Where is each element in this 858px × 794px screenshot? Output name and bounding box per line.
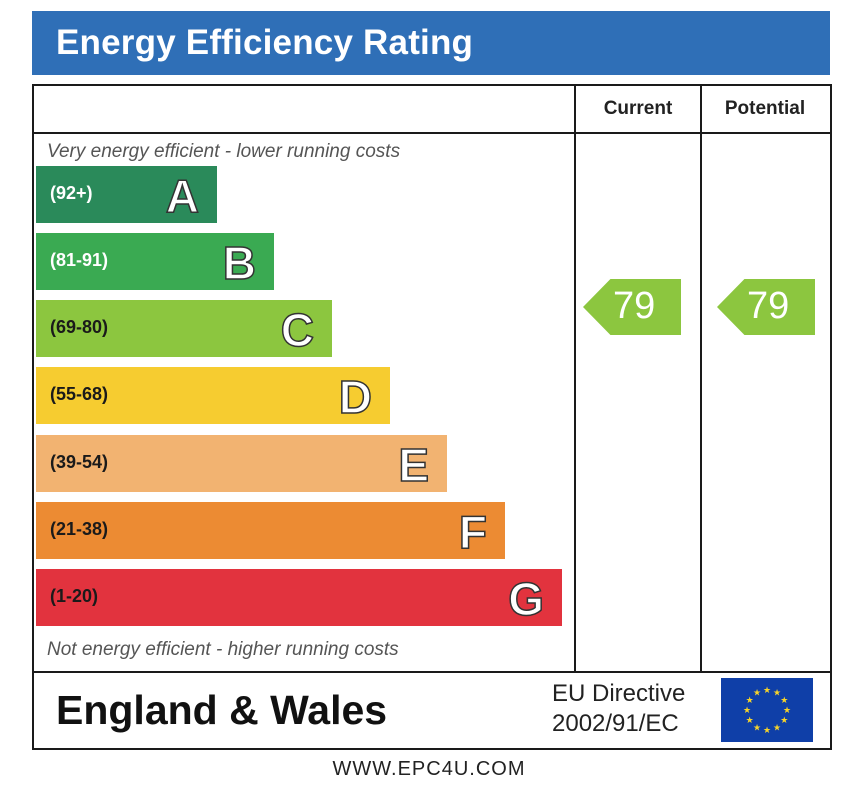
website-link[interactable]: WWW.EPC4U.COM	[332, 758, 526, 780]
top-note: Very energy efficient - lower running co…	[47, 141, 401, 162]
band-letter: A	[165, 169, 200, 223]
band-letter: D	[338, 370, 373, 424]
eu-star-icon: ★	[773, 688, 781, 698]
eu-star-icon: ★	[783, 705, 791, 715]
chart-title: Energy Efficiency Rating	[56, 23, 474, 62]
band-range: (55-68)	[50, 384, 109, 404]
region-label: England & Wales	[56, 687, 388, 733]
eu-star-icon: ★	[780, 715, 788, 725]
eu-star-icon: ★	[763, 725, 771, 735]
band-f: (21-38) F	[36, 502, 505, 559]
band-range: (21-38)	[50, 519, 109, 539]
divider-potential-left	[700, 84, 702, 672]
eu-star-icon: ★	[746, 715, 754, 725]
band-range: (39-54)	[50, 452, 109, 472]
eu-star-icon: ★	[753, 688, 761, 698]
bottom-note: Not energy efficient - higher running co…	[47, 639, 399, 660]
eu-star-icon: ★	[753, 722, 761, 732]
eu-directive-label: EU Directive	[552, 680, 686, 707]
band-e: (39-54) E	[36, 435, 447, 492]
band-range: (92+)	[50, 183, 93, 203]
band-letter: C	[280, 303, 315, 357]
band-c: (69-80) C	[36, 300, 332, 357]
eu-star-icon: ★	[743, 705, 751, 715]
eu-flag-icon: ★ ★ ★ ★ ★ ★ ★ ★ ★ ★ ★ ★	[721, 678, 813, 742]
title-bar: Energy Efficiency Rating	[32, 11, 830, 75]
band-a: (92+) A	[36, 166, 217, 223]
eu-star-icon: ★	[746, 695, 754, 705]
band-range: (69-80)	[50, 317, 109, 337]
eu-star-icon: ★	[763, 685, 771, 695]
band-letter: G	[507, 572, 544, 626]
band-b: (81-91) B	[36, 233, 274, 290]
divider-current-left	[574, 84, 576, 672]
band-d: (55-68) D	[36, 367, 390, 424]
column-header-current: Current	[603, 98, 673, 119]
column-header-potential: Potential	[724, 98, 806, 119]
current-rating-value: 79	[613, 285, 656, 327]
potential-rating-value: 79	[747, 285, 790, 327]
eu-directive-number: 2002/91/EC	[552, 710, 679, 737]
band-letter: F	[458, 505, 488, 559]
divider-header-bottom	[32, 132, 830, 134]
band-letter: E	[398, 438, 430, 492]
divider-footer-top	[32, 671, 830, 673]
eu-star-icon: ★	[773, 722, 781, 732]
band-range: (81-91)	[50, 250, 109, 270]
band-letter: B	[222, 236, 257, 290]
band-range: (1-20)	[50, 586, 99, 606]
band-g: (1-20) G	[36, 569, 562, 626]
eu-star-icon: ★	[780, 695, 788, 705]
